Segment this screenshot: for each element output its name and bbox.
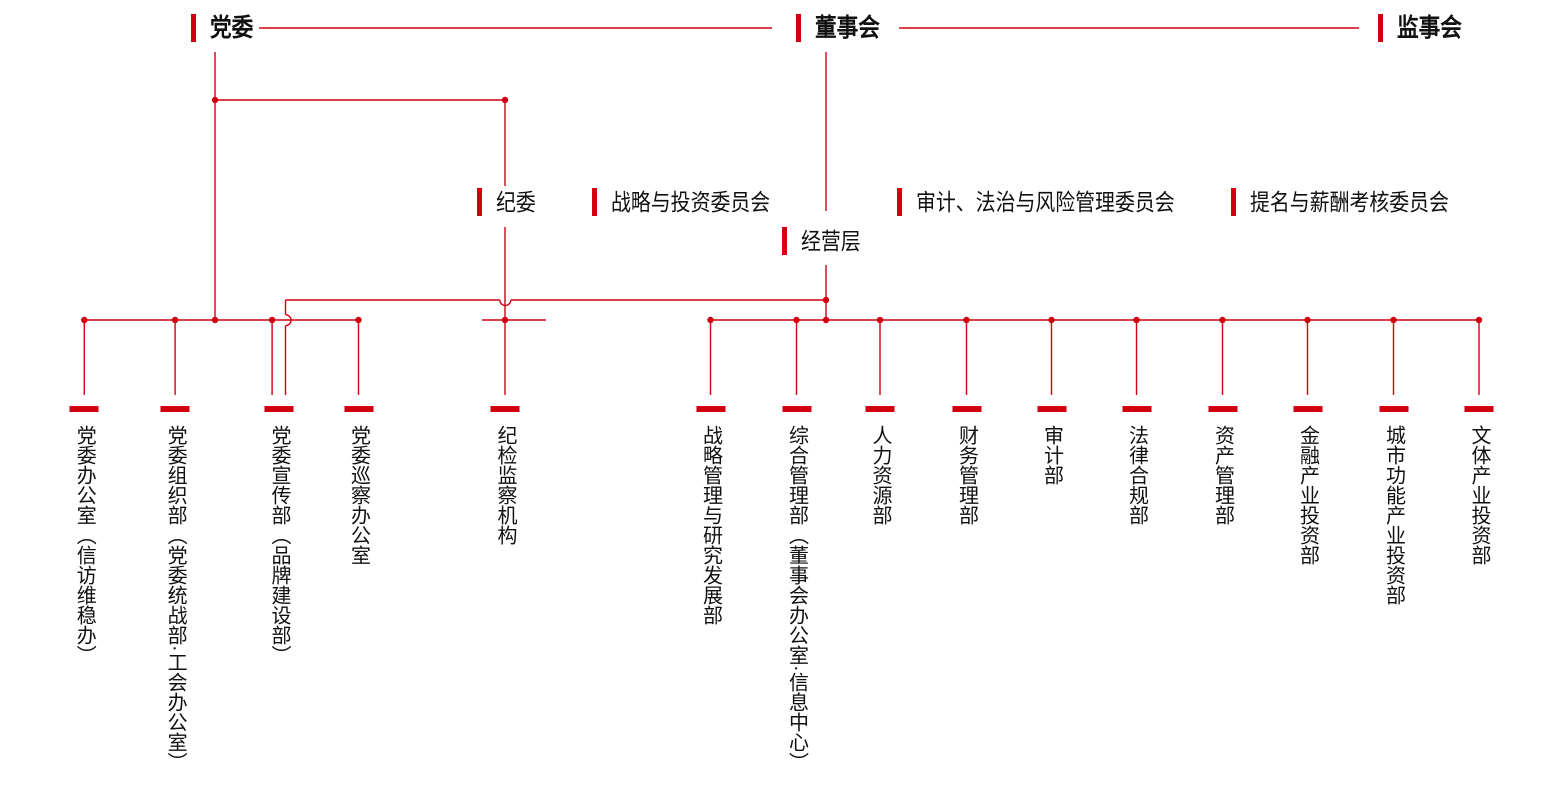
accent-bar [1231, 188, 1236, 216]
dept-finance-management: 财务管理部 [952, 406, 981, 525]
accent-bar [1378, 14, 1383, 42]
dept-financial-industry-investment: 金融产业投资部 [1293, 406, 1322, 565]
accent-bar [592, 188, 597, 216]
dept-party-office: 党委办公室（信访维稳办） [69, 406, 99, 665]
node-party-committee: 党委 [191, 14, 260, 42]
dept-audit: 审计部 [1037, 406, 1066, 485]
dept-general-management: 综合管理部（董事会办公室·信息中心） [782, 406, 811, 772]
node-management-level: 经营层 [782, 227, 870, 255]
dept-urban-function-industry-investment: 城市功能产业投资部 [1379, 406, 1408, 605]
accent-bar [952, 406, 981, 412]
dept-party-inspection-office: 党委巡察办公室 [344, 406, 373, 565]
node-label: 党委 [210, 14, 254, 42]
dept-label: 纪检监察机构 [494, 425, 516, 545]
dept-legal-compliance: 法律合规部 [1122, 406, 1151, 525]
accent-bar [477, 188, 482, 216]
node-committee-audit-law-risk: 审计、法治与风险管理委员会 [897, 188, 1215, 216]
node-label: 纪委 [496, 189, 536, 215]
node-committee-strategy-investment: 战略与投资委员会 [592, 188, 795, 216]
dept-label: 审计部 [1040, 425, 1063, 485]
dept-label: 综合管理部（董事会办公室·信息中心） [785, 425, 808, 772]
accent-bar [1293, 406, 1322, 412]
dept-strategy-research: 战略管理与研究发展部 [696, 406, 725, 625]
dept-label: 金融产业投资部 [1296, 425, 1319, 565]
node-committee-nomination-remuneration: 提名与薪酬考核委员会 [1231, 188, 1480, 216]
accent-bar [897, 188, 902, 216]
dept-label: 文体产业投资部 [1468, 425, 1490, 565]
dept-label: 战略管理与研究发展部 [699, 425, 722, 625]
accent-bar [1464, 406, 1494, 412]
dept-party-propaganda: 党委宣传部（品牌建设部） [264, 406, 294, 665]
dept-label: 资产管理部 [1211, 425, 1234, 525]
dept-label: 党委巡察办公室 [347, 425, 370, 565]
accent-bar [865, 406, 895, 412]
accent-bar [1122, 406, 1151, 412]
accent-bar [782, 227, 787, 255]
node-board-of-directors: 董事会 [796, 14, 890, 42]
dept-culture-sports-industry-investment: 文体产业投资部 [1464, 406, 1494, 565]
dept-label: 党委办公室（信访维稳办） [73, 425, 96, 665]
node-label: 董事会 [815, 14, 880, 42]
node-label: 提名与薪酬考核委员会 [1250, 189, 1449, 215]
accent-bar [69, 406, 99, 412]
dept-label: 党委组织部（党委统战部·工会办公室） [164, 425, 187, 772]
dept-discipline-inspection: 纪检监察机构 [490, 406, 520, 545]
dept-label: 财务管理部 [955, 425, 978, 525]
dept-label: 人力资源部 [869, 425, 891, 525]
accent-bar [1379, 406, 1408, 412]
node-label: 战略与投资委员会 [611, 189, 771, 215]
accent-bar [160, 406, 190, 412]
accent-bar [264, 406, 294, 412]
accent-bar [696, 406, 725, 412]
node-label: 审计、法治与风险管理委员会 [916, 189, 1175, 215]
accent-bar [1208, 406, 1237, 412]
node-board-of-supervisors: 监事会 [1378, 14, 1472, 42]
accent-bar [191, 14, 196, 42]
dept-human-resources: 人力资源部 [865, 406, 895, 525]
accent-bar [490, 406, 520, 412]
accent-bar [782, 406, 811, 412]
dept-label: 法律合规部 [1125, 425, 1148, 525]
dept-label: 城市功能产业投资部 [1382, 425, 1405, 605]
accent-bar [344, 406, 373, 412]
dept-asset-management: 资产管理部 [1208, 406, 1237, 525]
node-discipline-committee: 纪委 [477, 188, 542, 216]
dept-party-organization: 党委组织部（党委统战部·工会办公室） [160, 406, 190, 772]
accent-bar [1037, 406, 1066, 412]
node-label: 经营层 [801, 228, 861, 254]
dept-label: 党委宣传部（品牌建设部） [268, 425, 290, 665]
accent-bar [796, 14, 801, 42]
node-label: 监事会 [1397, 14, 1462, 42]
